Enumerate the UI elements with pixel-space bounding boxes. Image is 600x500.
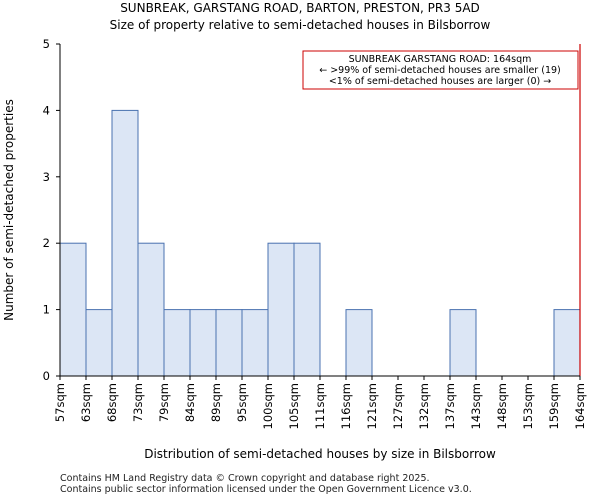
x-tick-label-127sqm: 127sqm [391, 383, 405, 429]
bar-116sqm [345, 309, 373, 377]
bar-159sqm [553, 309, 581, 377]
y-tick-label: 4 [43, 103, 50, 117]
footer-line-2: Contains public sector information licen… [60, 484, 472, 495]
bars-group [59, 109, 581, 377]
x-tick-label-95sqm: 95sqm [235, 383, 249, 422]
bar-57sqm [59, 242, 87, 377]
y-tick-label: 2 [43, 236, 50, 250]
x-tick-label-89sqm: 89sqm [209, 383, 223, 422]
x-tick-label-132sqm: 132sqm [417, 383, 431, 429]
x-tick-label-68sqm: 68sqm [105, 383, 119, 422]
y-tick-label: 5 [43, 37, 50, 51]
x-tick-label-73sqm: 73sqm [131, 383, 145, 422]
x-tick-label-148sqm: 148sqm [495, 383, 509, 429]
annotation-border [302, 50, 579, 90]
y-tick-label: 3 [43, 170, 50, 184]
bar-100sqm [267, 242, 295, 377]
y-axis-label: Number of semi-detached properties [2, 99, 16, 321]
annotation-box: SUNBREAK GARSTANG ROAD: 164sqm ← >99% of… [302, 50, 579, 90]
annotation-line-2: ← >99% of semi-detached houses are small… [319, 65, 561, 76]
x-tick-label-84sqm: 84sqm [183, 383, 197, 422]
footer-line-1: Contains HM Land Registry data © Crown c… [60, 473, 430, 484]
x-axis-label: Distribution of semi-detached houses by … [144, 447, 496, 461]
x-tick-label-116sqm: 116sqm [339, 383, 353, 429]
x-ticks-group: 57sqm 63sqm 68sqm 73sqm 79sqm 84sqm 89sqm 95sqm… [53, 376, 587, 429]
y-ticks-group: 0 1 2 3 4 5 [43, 37, 60, 383]
x-tick-label-153sqm: 153sqm [521, 383, 535, 429]
x-tick-label-63sqm: 63sqm [79, 383, 93, 422]
x-tick-label-121sqm: 121sqm [365, 383, 379, 429]
bar-73sqm [137, 242, 165, 377]
x-tick-label-143sqm: 143sqm [469, 383, 483, 429]
bar-79sqm [163, 309, 191, 377]
annotation-line-1: SUNBREAK GARSTANG ROAD: 164sqm [349, 54, 532, 65]
x-tick-label-105sqm: 105sqm [287, 383, 301, 429]
x-tick-label-79sqm: 79sqm [157, 383, 171, 422]
x-tick-label-111sqm: 111sqm [313, 383, 327, 429]
chart-title: SUNBREAK, GARSTANG ROAD, BARTON, PRESTON… [120, 1, 480, 15]
y-tick-label: 1 [43, 303, 50, 317]
bar-89sqm [215, 309, 243, 377]
x-tick-label-159sqm: 159sqm [547, 383, 561, 429]
x-tick-label-57sqm: 57sqm [53, 383, 67, 422]
bar-95sqm [241, 309, 269, 377]
bar-63sqm [85, 309, 113, 377]
x-tick-label-137sqm: 137sqm [443, 383, 457, 429]
x-tick-label-100sqm: 100sqm [261, 383, 275, 429]
bar-137sqm [449, 309, 477, 377]
chart-subtitle: Size of property relative to semi-detach… [109, 18, 491, 32]
y-tick-label: 0 [43, 369, 50, 383]
bar-68sqm [111, 109, 139, 377]
x-tick-label-164sqm: 164sqm [573, 383, 587, 429]
annotation-line-3: <1% of semi-detached houses are larger (… [329, 76, 551, 87]
bar-84sqm [189, 309, 217, 377]
bar-105sqm [293, 242, 321, 377]
